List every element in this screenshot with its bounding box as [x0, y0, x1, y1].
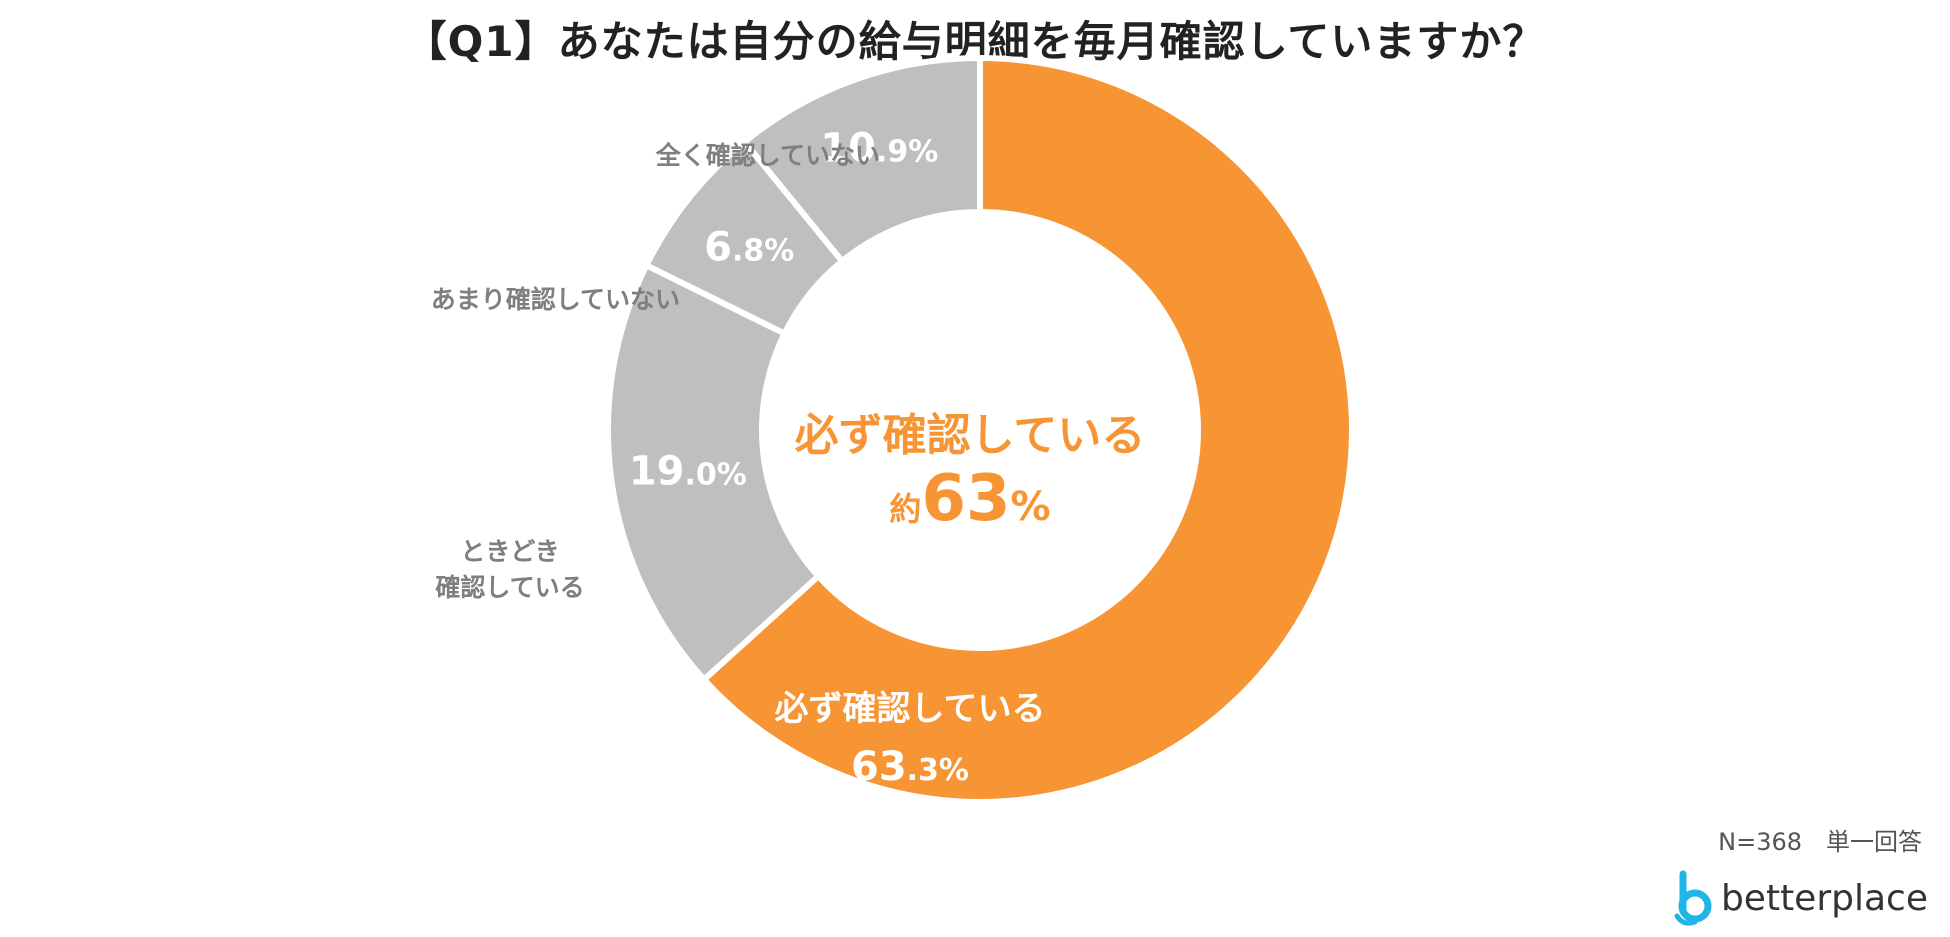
center-value: 約63% — [889, 462, 1050, 536]
logo-text: betterplace — [1720, 877, 1928, 919]
slice-label-1: ときどき確認している — [435, 537, 584, 602]
slice-3 — [740, 54, 983, 266]
slice-label-0: 必ず確認している — [775, 689, 1046, 729]
slice-0 — [699, 54, 1355, 805]
slice-percent-3: 10.9% — [820, 125, 938, 171]
sample-size-note: N=368 単一回答 — [1718, 828, 1922, 856]
slice-percent-2: 6.8% — [704, 224, 794, 270]
slice-1 — [605, 261, 823, 684]
center-label: 必ず確認している — [795, 410, 1146, 461]
slice-label-3: 全く確認していない — [655, 141, 880, 170]
brand-logo: betterplace — [1673, 868, 1928, 928]
slice-percent-1: 19.0% — [629, 449, 747, 495]
slice-group — [605, 54, 1355, 805]
label-group: 必ず確認している 63.3% 19.0% ときどき確認している 6.8% あまり確認してい… — [431, 125, 1046, 790]
betterplace-logo-icon — [1674, 870, 1712, 926]
slice-percent-0: 63.3% — [851, 744, 969, 790]
slice-label-2: あまり確認していない — [431, 285, 680, 314]
